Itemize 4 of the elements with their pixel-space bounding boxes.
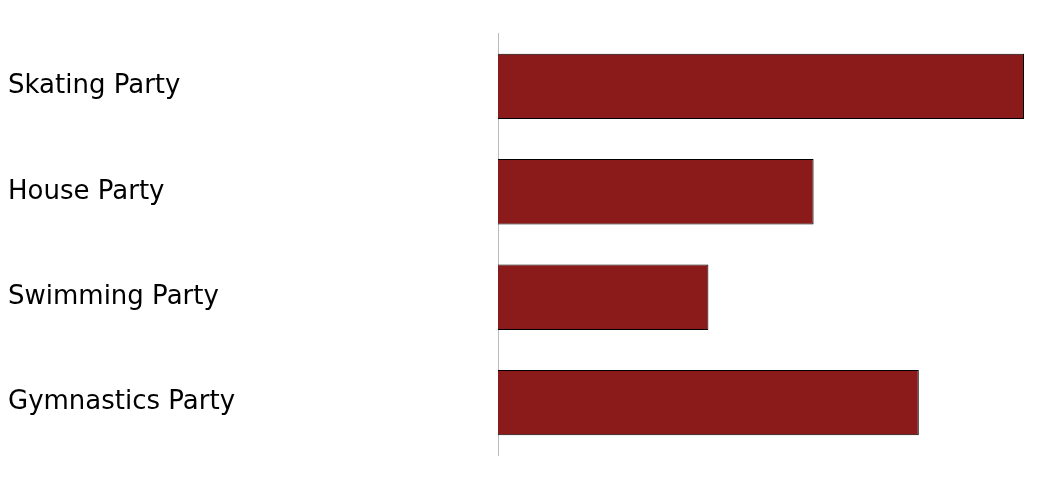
y-tick-label: Gymnastics Party	[8, 385, 236, 416]
y-tick-label: Skating Party	[8, 69, 181, 100]
y-tick-label: Swimming Party	[8, 279, 219, 310]
y-tick-label: House Party	[8, 174, 165, 205]
